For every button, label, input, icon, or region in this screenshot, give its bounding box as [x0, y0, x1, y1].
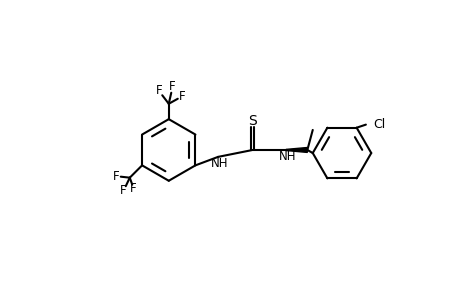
Text: S: S [248, 114, 257, 128]
Text: F: F [155, 84, 162, 97]
Text: F: F [130, 182, 137, 195]
Text: F: F [112, 169, 119, 183]
Text: F: F [169, 80, 175, 93]
Polygon shape [286, 148, 307, 152]
Text: Cl: Cl [373, 118, 385, 131]
Text: F: F [179, 90, 185, 103]
Text: F: F [120, 184, 127, 197]
Text: NH: NH [210, 157, 228, 170]
Text: NH: NH [279, 150, 296, 164]
